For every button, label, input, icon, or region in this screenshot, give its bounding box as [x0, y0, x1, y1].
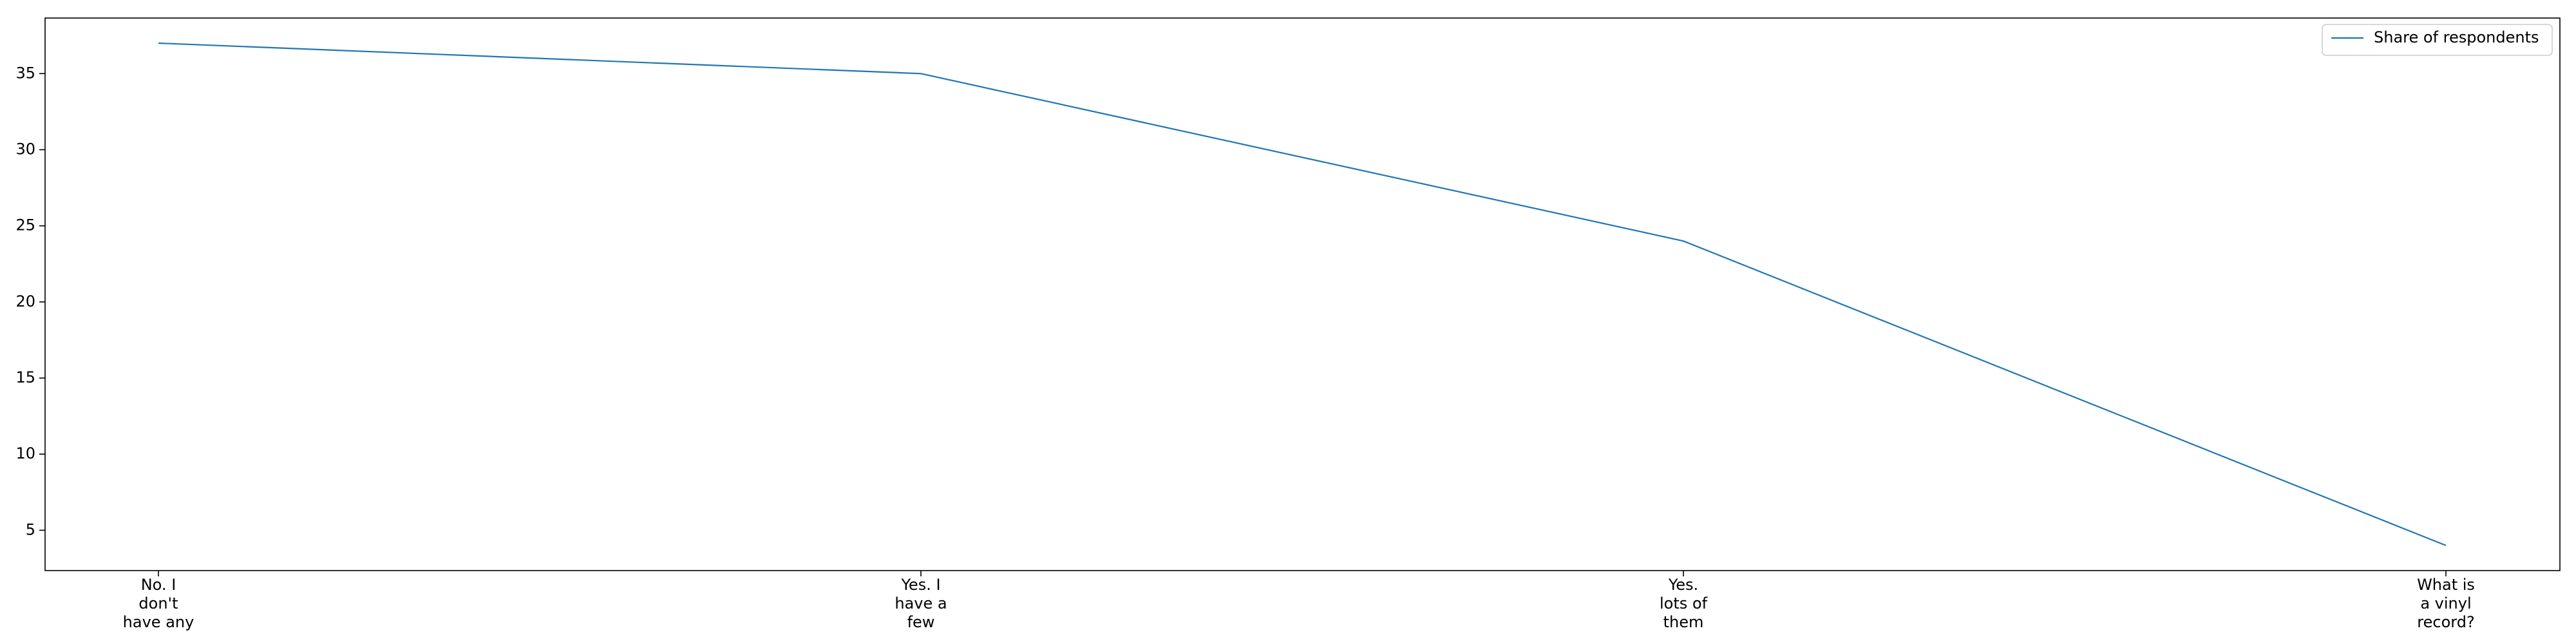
legend-box — [2322, 24, 2553, 56]
y-tick-label-5: 5 — [26, 520, 35, 538]
y-tick-label-25: 25 — [15, 216, 35, 234]
y-tick-label-30: 30 — [15, 140, 35, 158]
y-axis: 5 10 15 20 25 30 35 — [15, 64, 45, 538]
y-tick-label-15: 15 — [15, 368, 35, 386]
plot-area-frame — [44, 17, 2561, 571]
x-tick-label-2: Yes. lots of them — [1660, 576, 1708, 631]
legend: Share of respondents — [2322, 24, 2553, 56]
legend-label-share-of-respondents: Share of respondents — [2374, 28, 2539, 46]
y-tick-label-10: 10 — [15, 444, 35, 462]
series-line-0 — [158, 42, 2447, 547]
x-tick-label-3: What is a vinyl record? — [2417, 576, 2475, 631]
series-layer — [158, 42, 2447, 547]
y-tick-label-35: 35 — [15, 64, 35, 82]
y-tick-label-20: 20 — [15, 292, 35, 310]
